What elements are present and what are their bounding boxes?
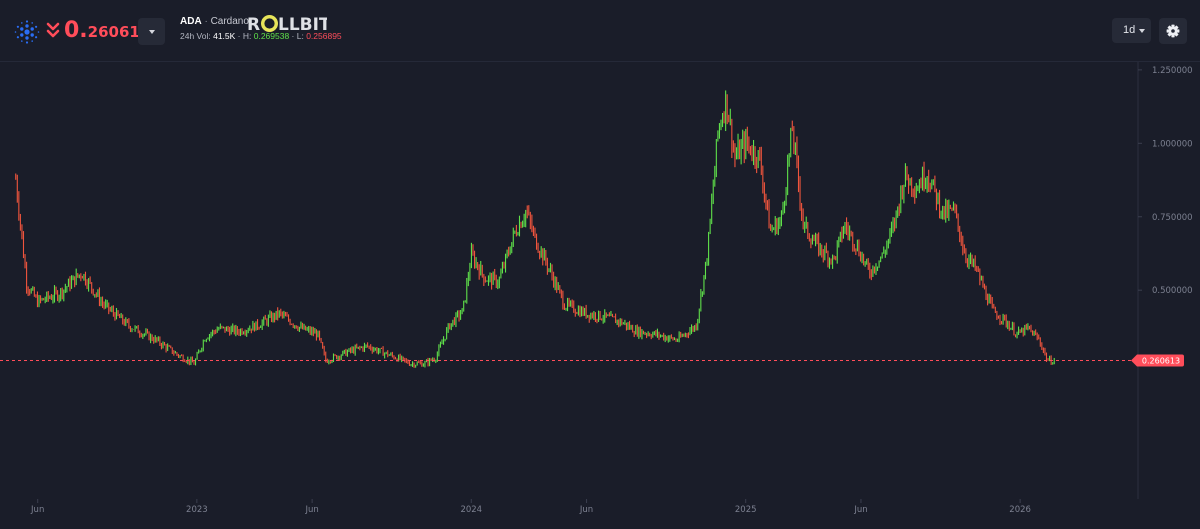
svg-text:LLBIT: LLBIT — [278, 15, 327, 34]
y-axis: 1.250000 1.000000 0.750000 0.500000 — [1138, 66, 1193, 296]
interval-selector[interactable]: 1d — [1112, 18, 1151, 43]
ticker-info: ADA · Cardano — [180, 16, 249, 27]
x-tick-label: 2025 — [735, 505, 757, 515]
low-value: 0.256895 — [306, 31, 342, 41]
ticker-symbol: ADA — [180, 16, 202, 27]
gear-icon — [1166, 24, 1180, 38]
double-chevron-down-icon — [46, 22, 60, 38]
y-tick-label: 1.000000 — [1152, 139, 1193, 149]
current-price: 0.260613 — [64, 17, 150, 46]
price-decimals: 260613 — [87, 23, 151, 41]
price-integer: 0. — [64, 18, 88, 43]
x-tick-label: Jun — [853, 505, 867, 515]
candles-layer — [15, 90, 1055, 368]
y-tick-label: 0.500000 — [1152, 286, 1193, 296]
x-axis: Jun 2023 Jun 2024 Jun 2025 Jun 2026 — [30, 499, 1031, 515]
y-tick-label: 1.250000 — [1152, 66, 1193, 76]
current-price-tag: 0.260613 — [1131, 354, 1184, 367]
x-tick-label: 2026 — [1009, 505, 1031, 515]
y-tick-label: 0.750000 — [1152, 213, 1193, 223]
ticker-separator: · — [201, 16, 211, 27]
settings-button[interactable] — [1159, 18, 1187, 44]
market-stats: 24h Vol: 41.5K · H: 0.269538 · L: 0.2568… — [180, 31, 342, 41]
chevron-down-icon — [1139, 29, 1145, 33]
rollbit-logo: R LLBIT — [247, 14, 327, 34]
ticker-name: Cardano — [210, 16, 249, 27]
volume-label: 24h Vol: — [180, 31, 214, 41]
x-tick-label: Jun — [30, 505, 44, 515]
low-label: · L: — [289, 31, 307, 41]
x-tick-label: 2023 — [186, 505, 208, 515]
x-tick-label: 2024 — [460, 505, 482, 515]
x-tick-label: Jun — [579, 505, 593, 515]
price-tag-shape — [1131, 354, 1184, 367]
x-tick-label: Jun — [304, 505, 318, 515]
interval-label: 1d — [1123, 24, 1136, 36]
high-label: · H: — [235, 31, 254, 41]
top-bar: 0.260613 ADA · Cardano 24h Vol: 41.5K · … — [0, 0, 1200, 62]
svg-text:R: R — [247, 15, 260, 34]
cardano-icon — [14, 20, 40, 44]
high-value: 0.269538 — [253, 31, 290, 41]
market-dropdown-button[interactable] — [138, 18, 165, 45]
chevron-down-icon — [149, 30, 155, 34]
volume-value: 41.5K — [213, 31, 236, 41]
price-tag-label: 0.260613 — [1142, 357, 1180, 366]
